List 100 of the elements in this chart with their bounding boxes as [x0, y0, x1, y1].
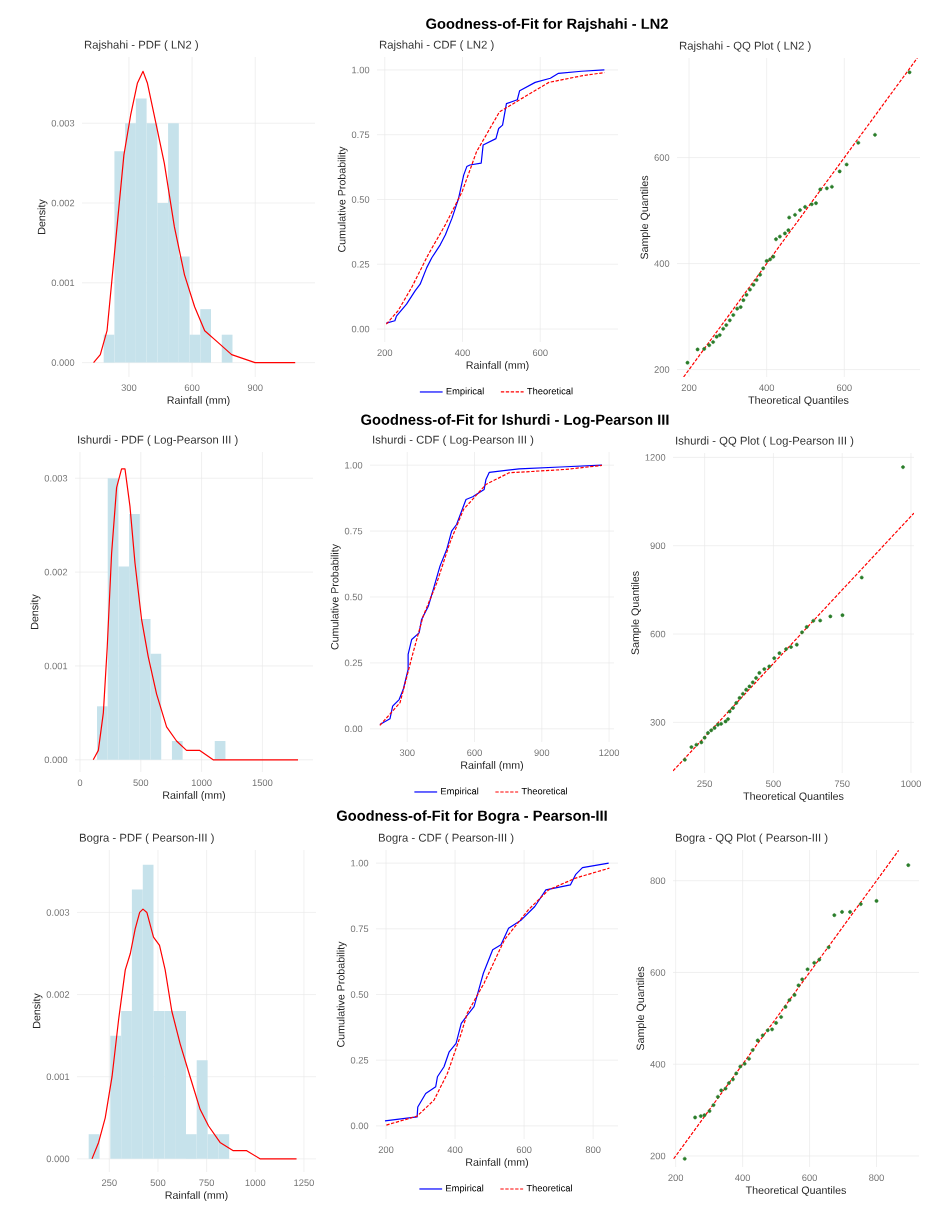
y-tick-label: 600 — [650, 969, 666, 976]
point — [837, 169, 842, 174]
point — [798, 208, 802, 212]
point — [731, 706, 735, 710]
point — [767, 664, 772, 669]
point — [717, 333, 722, 337]
point — [727, 709, 732, 714]
point — [906, 863, 911, 867]
point — [761, 266, 766, 271]
point — [805, 967, 810, 972]
y-tick-label: 900 — [650, 542, 666, 550]
x-axis-title: Theoretical Quantiles — [745, 1186, 846, 1196]
x-tick-label: 400 — [447, 1146, 463, 1153]
point — [784, 647, 788, 651]
y-tick-label: 0.000 — [51, 359, 75, 366]
x-tick-label: 250 — [101, 1179, 117, 1186]
point — [793, 212, 797, 217]
point — [907, 70, 912, 75]
point — [811, 618, 816, 623]
x-tick-label: 750 — [199, 1179, 215, 1186]
point — [844, 162, 849, 167]
point — [689, 745, 694, 749]
point — [712, 726, 717, 730]
point — [731, 313, 736, 317]
y-axis-title: Density — [30, 594, 41, 629]
x-tick-label: 500 — [766, 780, 781, 787]
point — [726, 717, 730, 721]
point — [783, 1005, 788, 1009]
x-tick-label: 1500 — [252, 779, 273, 786]
legend-label: Theoretical — [521, 787, 567, 795]
point — [734, 701, 739, 705]
text: Goodness-of-Fit for Bogra - Pearson-III — [336, 810, 607, 824]
point — [794, 642, 799, 647]
point — [800, 630, 804, 635]
legend-label: Theoretical — [526, 1184, 572, 1192]
y-axis-title: Sample Quantiles — [636, 966, 647, 1051]
y-tick-label: 0.00 — [344, 725, 363, 733]
point — [706, 731, 710, 735]
point — [814, 201, 818, 206]
y-tick-label: 0.50 — [351, 196, 370, 203]
x-tick-label: 300 — [399, 749, 415, 756]
point — [817, 957, 822, 962]
chart-title: Rajshahi - CDF ( LN2 ) — [379, 40, 494, 51]
point — [771, 254, 776, 259]
point — [762, 667, 767, 671]
point — [698, 1114, 703, 1118]
line-series — [379, 464, 603, 726]
text: Goodness-of-Fit for Rajshahi - LN2 — [426, 18, 668, 32]
x-tick-label: 800 — [869, 1174, 884, 1181]
point — [796, 983, 801, 988]
x-tick-label: 800 — [585, 1146, 601, 1153]
y-tick-label: 200 — [654, 366, 670, 373]
y-tick-label: 0.25 — [350, 1056, 369, 1064]
y-axis-title: Cumulative Probability — [336, 941, 347, 1048]
x-axis-title: Theoretical Quantiles — [743, 792, 844, 802]
point — [744, 687, 749, 692]
chart-title: Bogra - QQ Plot ( Pearson-III ) — [675, 833, 828, 844]
point — [694, 742, 699, 747]
y-tick-label: 1200 — [645, 454, 666, 461]
x-tick-label: 500 — [133, 779, 149, 786]
x-tick-label: 900 — [534, 749, 550, 756]
y-tick-label: 1.00 — [351, 859, 369, 867]
chart-title: Ishurdi - CDF ( Log-Pearson III ) — [373, 435, 534, 446]
legend-label: Empirical — [441, 787, 479, 797]
y-tick-label: 0.50 — [350, 991, 369, 998]
point — [731, 1077, 735, 1082]
y-tick-label: 0.75 — [350, 925, 369, 933]
point — [858, 902, 863, 906]
point — [774, 1021, 778, 1025]
point — [760, 1033, 765, 1038]
y-tick-label: 0.003 — [44, 474, 68, 482]
point — [727, 318, 732, 323]
x-tick-label: 400 — [454, 349, 470, 356]
y-tick-label: 300 — [650, 719, 666, 726]
x-tick-label: 600 — [467, 749, 482, 756]
point — [724, 323, 729, 327]
point — [709, 728, 714, 733]
point — [832, 913, 837, 917]
y-axis-title: Cumulative Probability — [330, 543, 341, 650]
y-axis-title: Density — [32, 993, 43, 1028]
x-tick-label: 1000 — [901, 780, 921, 787]
point — [719, 721, 724, 726]
point — [787, 215, 792, 220]
point — [702, 347, 707, 351]
y-axis-title: Sample Quantiles — [640, 175, 651, 260]
point — [818, 187, 823, 192]
point — [840, 613, 845, 618]
x-tick-label: 1000 — [245, 1179, 266, 1186]
point — [830, 184, 834, 189]
y-tick-label: 0.002 — [51, 199, 75, 207]
point — [727, 1081, 731, 1085]
point — [809, 202, 814, 207]
x-tick-label: 600 — [184, 384, 200, 391]
point — [714, 334, 719, 339]
chart-title: Ishurdi - QQ Plot ( Log-Pearson III ) — [676, 436, 854, 447]
point — [702, 735, 707, 740]
point — [695, 347, 700, 352]
chart-title: Bogra - CDF ( Pearson-III ) — [378, 833, 514, 844]
point — [723, 1086, 728, 1091]
point — [873, 132, 877, 137]
